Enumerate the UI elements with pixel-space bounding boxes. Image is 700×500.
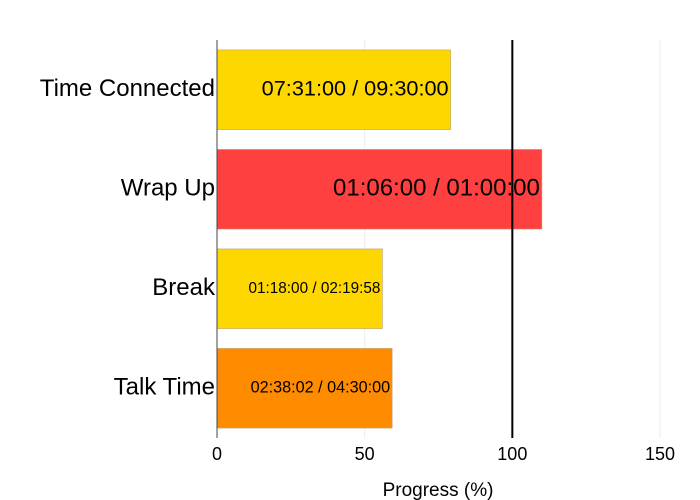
x-tick-label-100: 100 xyxy=(497,444,527,464)
bar-wrap-up xyxy=(216,149,543,230)
bar-label-talk-time: 02:38:02 / 04:30:00 xyxy=(251,379,391,397)
reference-lines xyxy=(216,40,514,438)
x-axis-ticks: 0 50 100 150 xyxy=(212,444,675,464)
bar-label-break: 01:18:00 / 02:19:58 xyxy=(249,280,381,297)
category-label-break: Break xyxy=(152,274,216,301)
x-tick-label-0: 0 xyxy=(212,444,222,464)
category-labels: Time Connected Wrap Up Break Talk Time xyxy=(40,75,216,401)
x-tick-label-150: 150 xyxy=(645,444,675,464)
bar-label-time-connected: 07:31:00 / 09:30:00 xyxy=(262,75,449,100)
bar-labels: 07:31:00 / 09:30:00 01:06:00 / 01:00:00 01… xyxy=(249,75,540,396)
category-label-talk-time: Talk Time xyxy=(114,374,215,401)
category-label-wrap-up: Wrap Up xyxy=(121,175,215,202)
bar-label-wrap-up: 01:06:00 / 01:00:00 xyxy=(333,175,540,202)
bar-talk-time xyxy=(216,348,393,429)
bars xyxy=(216,49,543,429)
x-axis-title: Progress (%) xyxy=(383,480,494,500)
x-tick-label-50: 50 xyxy=(355,444,375,464)
bar-time-connected xyxy=(216,49,451,130)
bar-break xyxy=(216,248,383,329)
category-label-time-connected: Time Connected xyxy=(40,75,215,102)
